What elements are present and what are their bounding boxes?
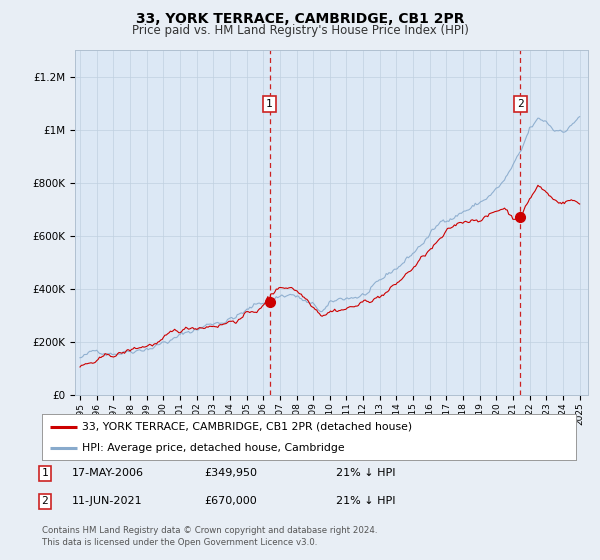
Text: HPI: Average price, detached house, Cambridge: HPI: Average price, detached house, Camb… xyxy=(82,443,344,453)
Text: £349,950: £349,950 xyxy=(204,468,257,478)
Text: 17-MAY-2006: 17-MAY-2006 xyxy=(72,468,144,478)
Text: 1: 1 xyxy=(41,468,49,478)
Text: 21% ↓ HPI: 21% ↓ HPI xyxy=(336,468,395,478)
Text: £670,000: £670,000 xyxy=(204,496,257,506)
Text: 2: 2 xyxy=(517,99,524,109)
Text: 33, YORK TERRACE, CAMBRIDGE, CB1 2PR: 33, YORK TERRACE, CAMBRIDGE, CB1 2PR xyxy=(136,12,464,26)
Text: 11-JUN-2021: 11-JUN-2021 xyxy=(72,496,143,506)
Text: Contains HM Land Registry data © Crown copyright and database right 2024.
This d: Contains HM Land Registry data © Crown c… xyxy=(42,526,377,547)
Text: 2: 2 xyxy=(41,496,49,506)
Text: 33, YORK TERRACE, CAMBRIDGE, CB1 2PR (detached house): 33, YORK TERRACE, CAMBRIDGE, CB1 2PR (de… xyxy=(82,422,412,432)
Text: 21% ↓ HPI: 21% ↓ HPI xyxy=(336,496,395,506)
Text: 1: 1 xyxy=(266,99,273,109)
Text: Price paid vs. HM Land Registry's House Price Index (HPI): Price paid vs. HM Land Registry's House … xyxy=(131,24,469,36)
